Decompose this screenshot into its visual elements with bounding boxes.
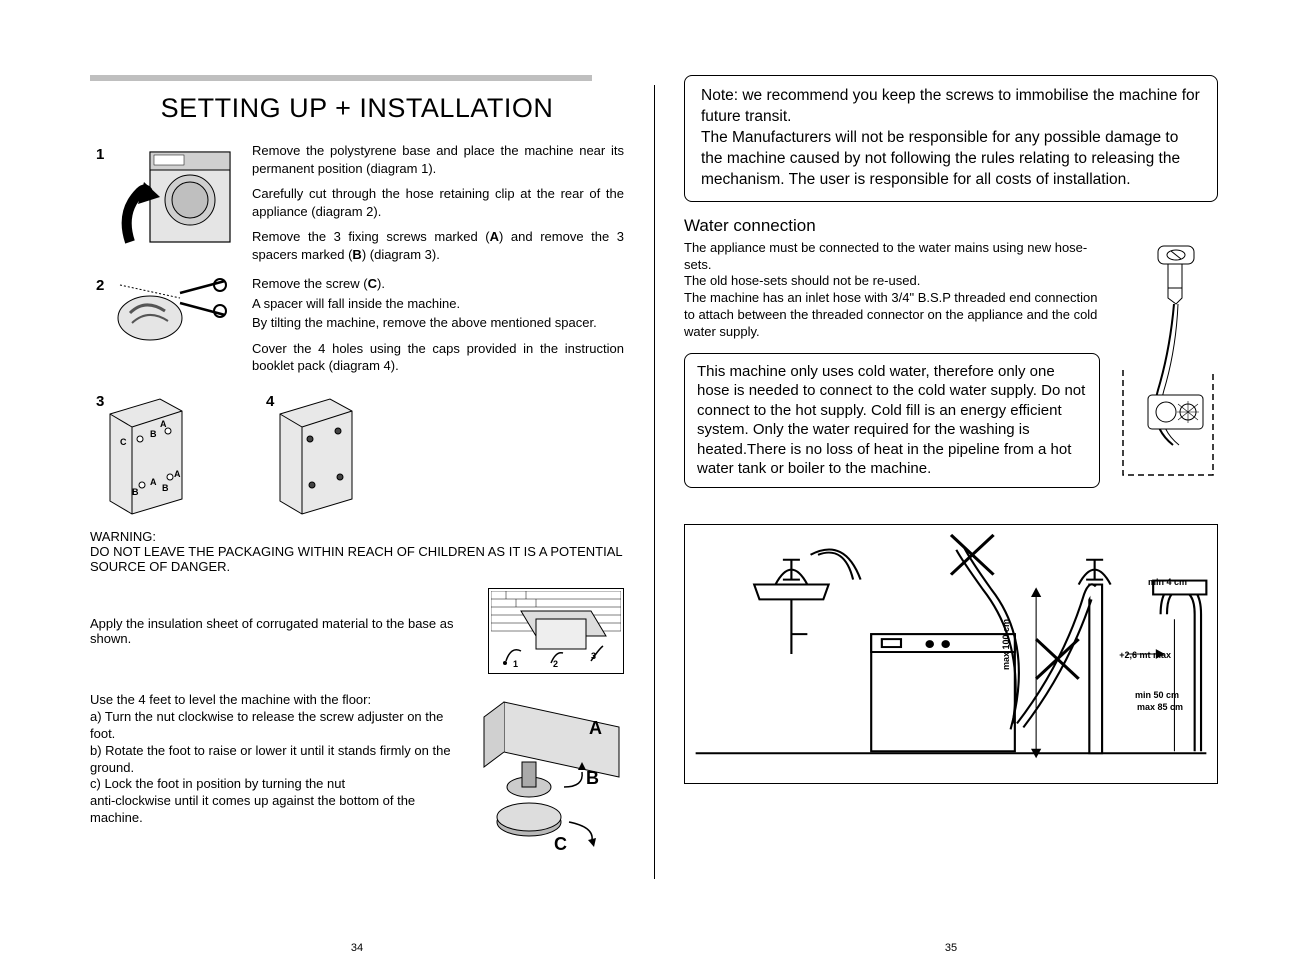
svg-text:C: C [554,834,567,852]
feet-leveling-text: Use the 4 feet to level the machine with… [90,692,456,852]
diagram-4: 4 [260,389,360,519]
diagram-1: 1 [90,142,240,271]
warning-text: WARNING: DO NOT LEAVE THE PACKAGING WITH… [90,529,624,574]
water-connection-heading: Water connection [684,216,1218,236]
left-page: SETTING UP + INSTALLATION 1 Remove the p… [60,75,654,914]
svg-text:C: C [120,437,127,447]
note-box: Note: we recommend you keep the screws t… [684,75,1218,202]
water-connection-text: The appliance must be connected to the w… [684,240,1100,341]
accent-bar [90,75,592,81]
svg-text:2: 2 [553,659,558,669]
setup-text-block-2: Remove the screw (C). A spacer will fall… [252,273,624,383]
svg-text:B: B [586,768,599,788]
insulation-diagram: 1 2 3 [488,588,624,674]
svg-text:1: 1 [513,659,518,669]
insulation-text: Apply the insulation sheet of corrugated… [90,616,476,646]
diagram-3: 3 C B A B A B A [90,389,190,519]
right-page: Note: we recommend you keep the screws t… [654,75,1248,914]
page-title: SETTING UP + INSTALLATION [90,93,624,124]
svg-text:B: B [132,487,139,497]
svg-text:B: B [162,483,169,493]
svg-text:A: A [150,477,157,487]
feet-diagram: A B C [474,692,624,852]
page-number-left: 34 [351,942,363,954]
svg-text:A: A [589,718,602,738]
svg-text:A: A [160,419,167,429]
svg-text:A: A [174,469,181,479]
svg-text:B: B [150,429,157,439]
page-number-right: 35 [945,942,957,954]
setup-text-block-1: Remove the polystyrene base and place th… [252,142,624,271]
tap-diagram [1118,240,1218,490]
drain-diagram: min 4 cm max 100 cm +2,6 mt max min 50 c… [684,524,1218,784]
diagram-2: 2 [90,273,240,383]
cold-water-box: This machine only uses cold water, there… [684,353,1100,488]
